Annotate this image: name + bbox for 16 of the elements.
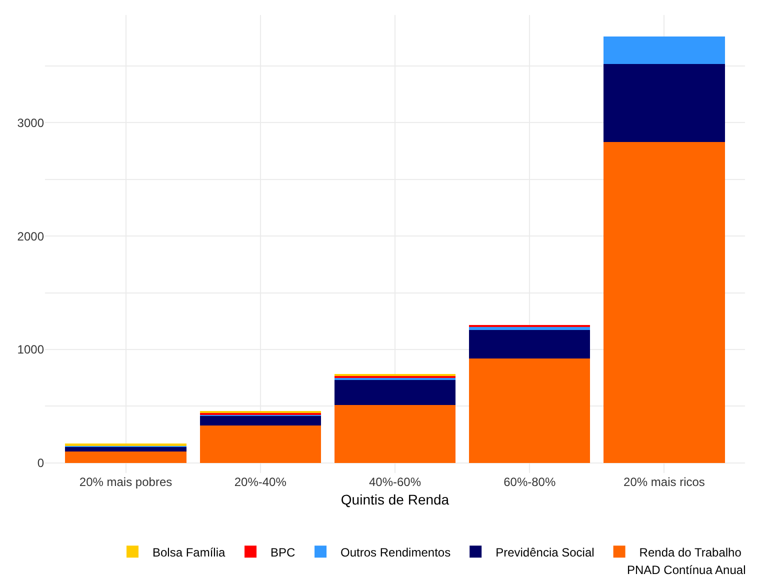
y-tick-label: 0 — [37, 456, 44, 470]
legend-label: Renda do Trabalho — [639, 545, 742, 560]
x-tick-label: 40%-60% — [368, 475, 422, 489]
legend-label: Bolsa Família — [152, 545, 226, 560]
y-tick-label: 3000 — [17, 116, 44, 130]
text: PNAD Contínua Anual — [627, 563, 746, 577]
x-tick-label: 20% mais ricos — [624, 475, 705, 489]
legend-label: Outros Rendimentos — [340, 545, 451, 560]
legend-label: BPC — [270, 545, 296, 560]
x-axis-title: Quintis de Renda — [340, 491, 450, 508]
x-tick-label: 20% mais pobres — [79, 475, 172, 489]
legend-label: Previdência Social — [496, 545, 594, 560]
y-tick-label: 2000 — [17, 229, 44, 244]
y-tick-label: 1000 — [17, 342, 44, 357]
x-tick-label: 60%-80% — [504, 475, 556, 489]
x-tick-label: 20%-40% — [234, 475, 287, 489]
